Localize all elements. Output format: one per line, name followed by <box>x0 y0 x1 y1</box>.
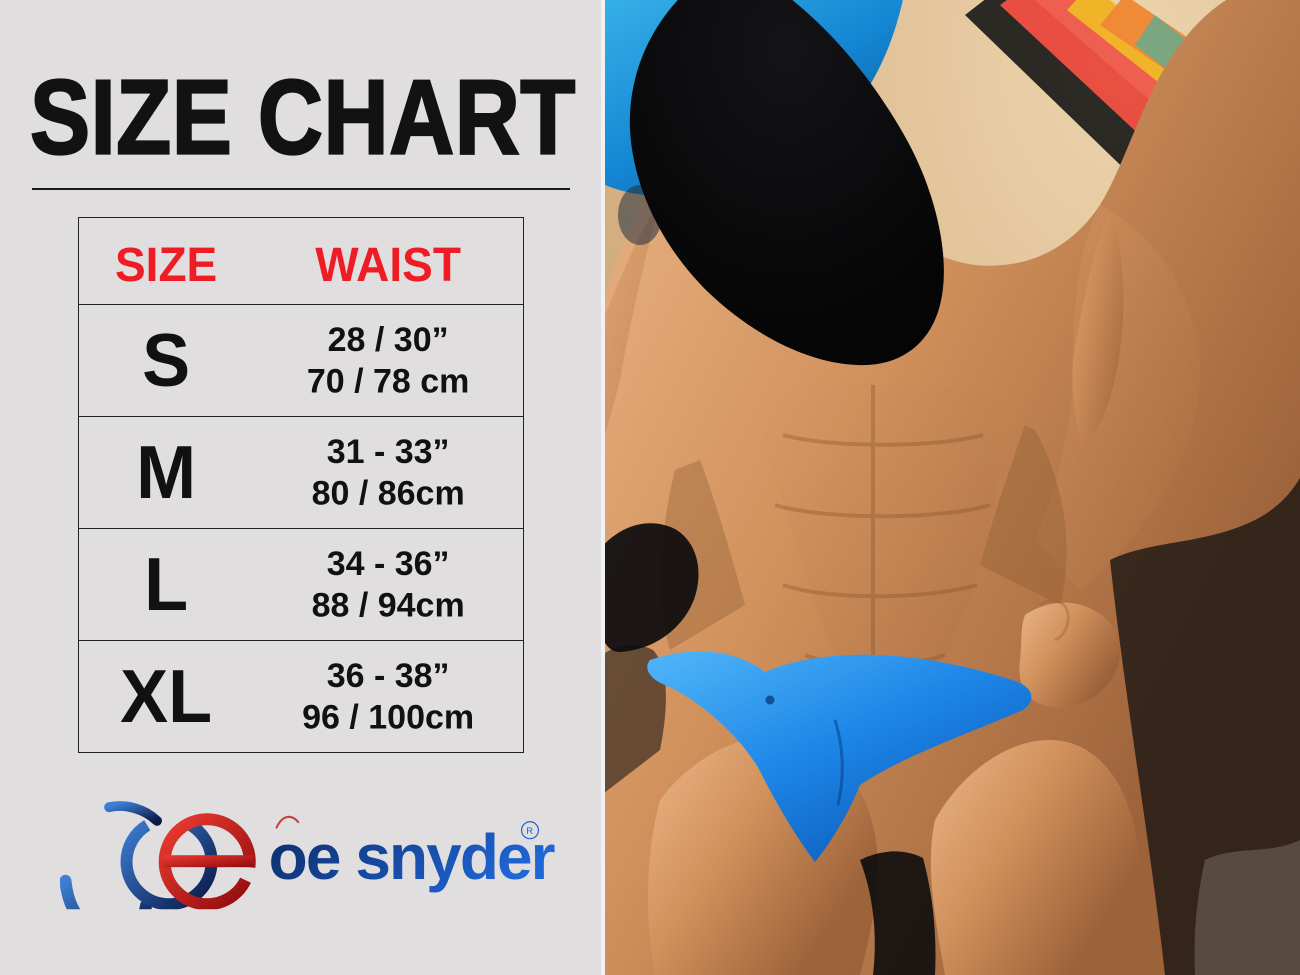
svg-text:oe snyder: oe snyder <box>269 821 555 893</box>
svg-text:R: R <box>526 825 533 836</box>
